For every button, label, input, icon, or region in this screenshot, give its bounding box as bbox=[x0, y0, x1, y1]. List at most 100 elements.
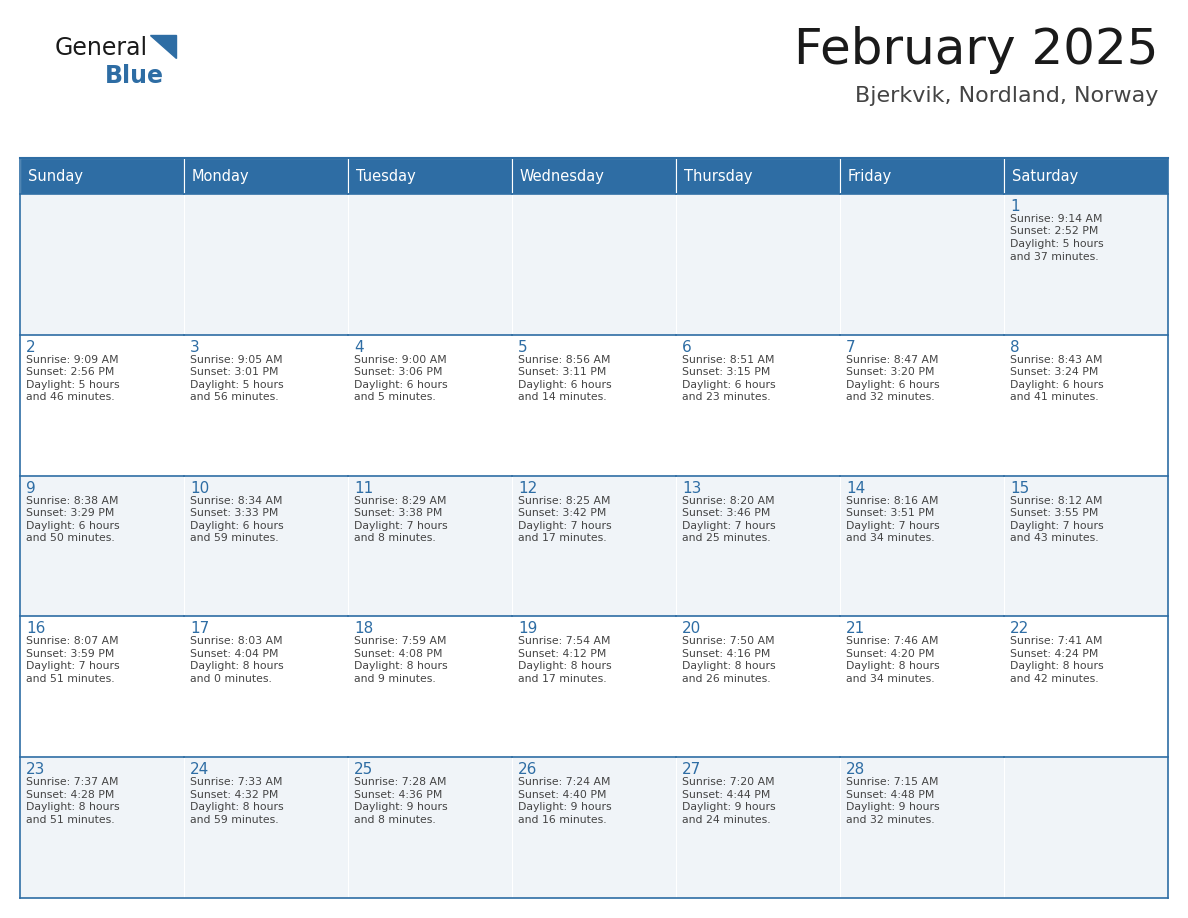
Bar bbox=[348, 757, 512, 898]
Text: Sunset: 4:44 PM: Sunset: 4:44 PM bbox=[682, 789, 770, 800]
Text: 23: 23 bbox=[26, 762, 45, 778]
Text: February 2025: February 2025 bbox=[794, 26, 1158, 74]
Text: 19: 19 bbox=[518, 621, 537, 636]
Text: Sunrise: 8:16 AM: Sunrise: 8:16 AM bbox=[846, 496, 939, 506]
Text: Sunset: 3:29 PM: Sunset: 3:29 PM bbox=[26, 508, 114, 518]
Bar bbox=[1004, 335, 1168, 476]
Text: 20: 20 bbox=[682, 621, 701, 636]
Text: and 26 minutes.: and 26 minutes. bbox=[682, 674, 771, 684]
Text: Sunset: 4:12 PM: Sunset: 4:12 PM bbox=[518, 649, 606, 659]
Text: Daylight: 8 hours: Daylight: 8 hours bbox=[190, 661, 284, 671]
Text: and 8 minutes.: and 8 minutes. bbox=[354, 533, 436, 543]
Text: Daylight: 6 hours: Daylight: 6 hours bbox=[190, 521, 284, 531]
Text: 3: 3 bbox=[190, 340, 200, 354]
Text: Sunrise: 7:15 AM: Sunrise: 7:15 AM bbox=[846, 778, 939, 788]
Text: Daylight: 7 hours: Daylight: 7 hours bbox=[846, 521, 940, 531]
Text: Sunrise: 7:54 AM: Sunrise: 7:54 AM bbox=[518, 636, 611, 646]
Text: 2: 2 bbox=[26, 340, 36, 354]
Text: Sunset: 2:56 PM: Sunset: 2:56 PM bbox=[26, 367, 114, 377]
Text: 15: 15 bbox=[1010, 481, 1029, 496]
Text: and 8 minutes.: and 8 minutes. bbox=[354, 814, 436, 824]
Text: Daylight: 7 hours: Daylight: 7 hours bbox=[26, 661, 120, 671]
Bar bbox=[348, 476, 512, 616]
Text: Daylight: 6 hours: Daylight: 6 hours bbox=[26, 521, 120, 531]
Text: Sunset: 3:46 PM: Sunset: 3:46 PM bbox=[682, 508, 770, 518]
Text: and 51 minutes.: and 51 minutes. bbox=[26, 814, 114, 824]
Text: Sunset: 4:16 PM: Sunset: 4:16 PM bbox=[682, 649, 770, 659]
Text: Sunrise: 8:12 AM: Sunrise: 8:12 AM bbox=[1010, 496, 1102, 506]
Text: and 32 minutes.: and 32 minutes. bbox=[846, 814, 935, 824]
Text: and 17 minutes.: and 17 minutes. bbox=[518, 533, 607, 543]
Text: and 34 minutes.: and 34 minutes. bbox=[846, 674, 935, 684]
Text: and 9 minutes.: and 9 minutes. bbox=[354, 674, 436, 684]
Text: and 51 minutes.: and 51 minutes. bbox=[26, 674, 114, 684]
Text: 13: 13 bbox=[682, 481, 701, 496]
Text: Sunset: 4:28 PM: Sunset: 4:28 PM bbox=[26, 789, 114, 800]
Text: Daylight: 5 hours: Daylight: 5 hours bbox=[26, 380, 120, 390]
Text: Sunset: 4:48 PM: Sunset: 4:48 PM bbox=[846, 789, 935, 800]
Text: Sunset: 3:06 PM: Sunset: 3:06 PM bbox=[354, 367, 442, 377]
Bar bbox=[184, 158, 348, 194]
Text: 22: 22 bbox=[1010, 621, 1029, 636]
Polygon shape bbox=[150, 35, 176, 58]
Bar bbox=[676, 158, 840, 194]
Bar bbox=[676, 335, 840, 476]
Text: General: General bbox=[55, 36, 148, 60]
Text: Friday: Friday bbox=[848, 169, 892, 184]
Text: Sunset: 3:24 PM: Sunset: 3:24 PM bbox=[1010, 367, 1099, 377]
Text: Sunset: 3:59 PM: Sunset: 3:59 PM bbox=[26, 649, 114, 659]
Text: Sunset: 4:36 PM: Sunset: 4:36 PM bbox=[354, 789, 442, 800]
Text: Daylight: 6 hours: Daylight: 6 hours bbox=[846, 380, 940, 390]
Text: Daylight: 5 hours: Daylight: 5 hours bbox=[1010, 239, 1104, 249]
Bar bbox=[840, 616, 1004, 757]
Text: and 25 minutes.: and 25 minutes. bbox=[682, 533, 771, 543]
Bar bbox=[512, 616, 676, 757]
Text: and 41 minutes.: and 41 minutes. bbox=[1010, 392, 1099, 402]
Text: Sunrise: 7:37 AM: Sunrise: 7:37 AM bbox=[26, 778, 119, 788]
Text: Sunrise: 8:34 AM: Sunrise: 8:34 AM bbox=[190, 496, 283, 506]
Text: Sunrise: 9:09 AM: Sunrise: 9:09 AM bbox=[26, 354, 119, 364]
Text: Daylight: 8 hours: Daylight: 8 hours bbox=[518, 661, 612, 671]
Text: Sunrise: 8:38 AM: Sunrise: 8:38 AM bbox=[26, 496, 119, 506]
Bar bbox=[348, 616, 512, 757]
Bar bbox=[20, 194, 184, 335]
Text: Sunset: 3:51 PM: Sunset: 3:51 PM bbox=[846, 508, 935, 518]
Text: Daylight: 6 hours: Daylight: 6 hours bbox=[682, 380, 776, 390]
Text: 21: 21 bbox=[846, 621, 865, 636]
Text: and 14 minutes.: and 14 minutes. bbox=[518, 392, 607, 402]
Text: Daylight: 7 hours: Daylight: 7 hours bbox=[518, 521, 612, 531]
Bar bbox=[348, 335, 512, 476]
Text: 11: 11 bbox=[354, 481, 373, 496]
Text: and 37 minutes.: and 37 minutes. bbox=[1010, 252, 1099, 262]
Text: Daylight: 8 hours: Daylight: 8 hours bbox=[682, 661, 776, 671]
Text: Sunrise: 7:28 AM: Sunrise: 7:28 AM bbox=[354, 778, 447, 788]
Text: Sunset: 3:01 PM: Sunset: 3:01 PM bbox=[190, 367, 278, 377]
Text: Sunset: 4:24 PM: Sunset: 4:24 PM bbox=[1010, 649, 1099, 659]
Text: Daylight: 8 hours: Daylight: 8 hours bbox=[354, 661, 448, 671]
Bar bbox=[512, 335, 676, 476]
Bar bbox=[184, 335, 348, 476]
Bar bbox=[20, 616, 184, 757]
Text: 28: 28 bbox=[846, 762, 865, 778]
Bar bbox=[184, 616, 348, 757]
Text: 5: 5 bbox=[518, 340, 527, 354]
Text: Sunset: 4:08 PM: Sunset: 4:08 PM bbox=[354, 649, 442, 659]
Bar bbox=[184, 476, 348, 616]
Text: and 34 minutes.: and 34 minutes. bbox=[846, 533, 935, 543]
Bar bbox=[1004, 476, 1168, 616]
Bar bbox=[840, 757, 1004, 898]
Text: Sunrise: 7:20 AM: Sunrise: 7:20 AM bbox=[682, 778, 775, 788]
Text: Sunrise: 8:47 AM: Sunrise: 8:47 AM bbox=[846, 354, 939, 364]
Text: Sunset: 4:20 PM: Sunset: 4:20 PM bbox=[846, 649, 935, 659]
Text: Daylight: 7 hours: Daylight: 7 hours bbox=[1010, 521, 1104, 531]
Text: Sunrise: 8:29 AM: Sunrise: 8:29 AM bbox=[354, 496, 447, 506]
Text: Daylight: 6 hours: Daylight: 6 hours bbox=[518, 380, 612, 390]
Bar bbox=[184, 757, 348, 898]
Text: and 24 minutes.: and 24 minutes. bbox=[682, 814, 771, 824]
Text: Sunset: 3:15 PM: Sunset: 3:15 PM bbox=[682, 367, 770, 377]
Text: Sunrise: 9:00 AM: Sunrise: 9:00 AM bbox=[354, 354, 447, 364]
Text: Sunrise: 7:46 AM: Sunrise: 7:46 AM bbox=[846, 636, 939, 646]
Text: Thursday: Thursday bbox=[684, 169, 752, 184]
Text: 18: 18 bbox=[354, 621, 373, 636]
Bar bbox=[1004, 158, 1168, 194]
